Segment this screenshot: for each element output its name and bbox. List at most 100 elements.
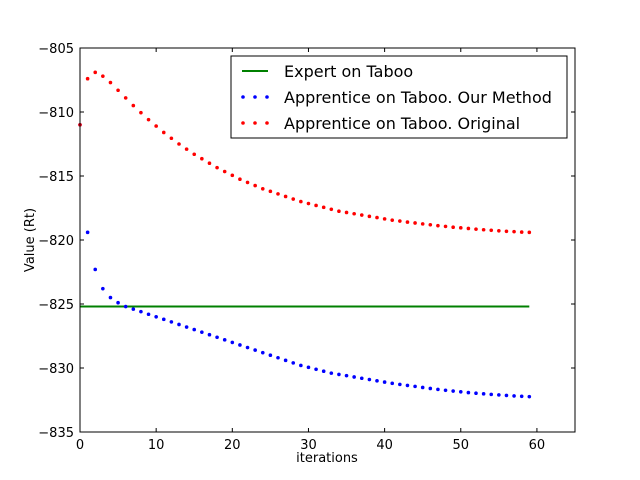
data-point-our-method [222,338,227,342]
data-point-our-method [184,325,189,329]
data-point-original [283,194,288,199]
data-point-original [466,226,471,231]
x-tick-label: 0 [76,438,84,453]
data-point-original [527,230,532,235]
data-point-original [382,217,387,221]
data-point-our-method [527,394,532,399]
data-point-our-method [451,389,455,393]
data-point-original [93,70,98,75]
data-point-our-method [230,340,235,345]
data-point-original [306,201,311,206]
axis-ticks: 0 10 20 30 40 50 60 −835 −830 −825 −820 −815 −810 −80… [38,42,575,453]
data-point-our-method [283,358,288,363]
x-tick-label: 60 [529,438,546,453]
data-point-our-method [390,381,395,386]
data-point-original [512,229,516,234]
data-point-our-method [116,300,120,305]
data-point-our-method [466,390,471,395]
data-point-original [428,222,433,227]
data-point-our-method [215,335,219,340]
data-point-original [489,228,494,233]
data-point-our-method [321,369,326,374]
data-point-our-method [245,345,250,350]
data-point-original [405,220,410,224]
x-tick-label: 20 [224,438,241,453]
data-point-our-method [443,388,448,393]
data-point-original [222,169,227,174]
data-point-original [436,223,440,228]
y-tick-label: −805 [38,42,74,57]
plot-series [78,70,532,399]
data-point-our-method [367,377,372,382]
data-point-our-method [299,363,303,368]
data-point-original [337,209,341,213]
data-point-original [230,173,235,178]
data-point-our-method [497,393,501,397]
data-point-original [161,130,166,135]
y-tick-label: −810 [38,106,74,121]
data-point-original [268,189,273,194]
legend-box [230,55,568,139]
data-point-our-method [359,376,364,381]
x-axis-label: iterations [296,451,358,466]
data-point-original [192,152,197,157]
data-point-original [413,221,417,225]
data-point-our-method [192,327,197,332]
data-point-original [245,180,250,185]
x-tick-label: 50 [452,438,469,453]
data-point-original [329,207,334,212]
y-tick-label: −835 [38,426,74,441]
data-point-our-method [329,371,334,375]
data-point-original [497,228,501,233]
data-point-our-method [291,361,296,365]
data-point-our-method [123,304,128,309]
data-point-original [101,74,105,78]
data-point-our-method [474,391,478,396]
data-point-original [474,227,478,231]
y-tick-label: −815 [38,170,74,185]
data-point-our-method [398,382,402,387]
data-point-our-method [352,375,356,379]
y-tick-label: −830 [38,362,74,377]
data-point-original [420,222,425,226]
legend-swatch-original [241,121,269,125]
data-point-our-method [504,393,509,398]
series-original [78,70,532,235]
data-point-our-method [260,350,265,355]
data-point-original [116,88,120,93]
data-point-our-method [436,387,440,392]
legend-label-expert: Expert on Taboo [284,62,413,81]
data-point-original [321,205,326,210]
legend: Expert on Taboo Apprentice on Taboo. Our… [230,55,568,139]
legend-swatch-our-method [241,95,269,99]
data-point-original [367,214,372,219]
data-point-original [443,224,448,229]
data-point-original [359,213,364,217]
data-point-original [276,192,280,196]
data-point-our-method [93,267,98,272]
data-point-original [299,199,303,204]
data-point-original [184,147,189,151]
plot-area-frame [79,47,576,433]
data-point-original [314,203,318,208]
data-point-our-method [344,373,349,378]
data-point-our-method [405,383,410,388]
data-point-original [291,197,296,201]
data-point-original [398,219,402,223]
data-point-original [481,227,486,232]
y-tick-label: −825 [38,298,74,313]
data-point-our-method [207,332,212,337]
data-point-our-method [200,330,204,334]
x-tick-label: 40 [376,438,393,453]
data-point-our-method [413,384,417,389]
data-point-our-method [146,312,151,317]
data-point-our-method [131,307,136,311]
data-point-original [260,187,265,191]
legend-label-original: Apprentice on Taboo. Original [284,114,520,133]
data-point-original [169,136,174,141]
data-point-our-method [276,355,280,360]
series-our-method [78,123,532,399]
data-point-our-method [375,379,379,383]
